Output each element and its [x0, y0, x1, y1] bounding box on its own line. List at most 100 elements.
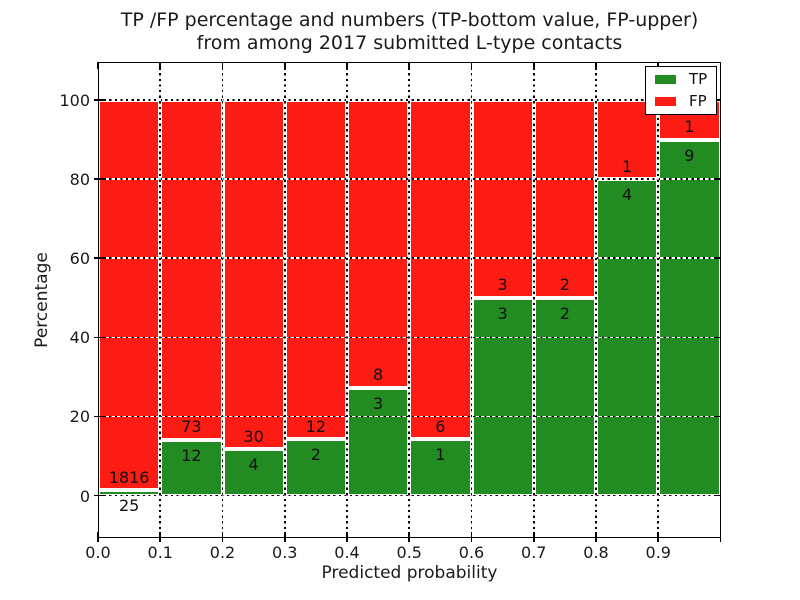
- x-tick-mark-top: [595, 62, 597, 69]
- bar-tp-segment: [471, 297, 534, 496]
- tp-count-label: 12: [181, 445, 202, 465]
- chart-title-line2: from among 2017 submitted L-type contact…: [196, 32, 623, 54]
- x-tick-mark-top: [159, 62, 162, 69]
- bar-fp-segment: [347, 99, 410, 388]
- bar-tp-segment: [98, 490, 161, 496]
- legend-row-tp: TP: [655, 72, 707, 87]
- x-tick-mark-top: [221, 62, 224, 69]
- gridline-v: [408, 62, 411, 538]
- y-tick-mark-right: [714, 494, 721, 497]
- x-tick-mark: [97, 531, 99, 542]
- y-tick-mark: [93, 257, 104, 259]
- bar-fp-segment: [409, 99, 472, 440]
- x-tick-mark-top: [657, 62, 660, 69]
- x-axis-label: Predicted probability: [321, 563, 498, 583]
- bar-fp-segment: [284, 99, 347, 440]
- x-tick-mark-top: [719, 62, 722, 69]
- fp-count-label: 1816: [108, 467, 150, 487]
- fp-count-label: 30: [243, 426, 264, 446]
- x-tick-mark: [719, 531, 722, 542]
- x-tick-mark: [595, 531, 597, 542]
- gridline-v: [221, 62, 224, 538]
- bar-tp-segment: [658, 139, 721, 496]
- y-tick-label: 100: [59, 90, 90, 110]
- bar-fp-segment: [533, 99, 596, 298]
- tp-count-label: 2: [559, 303, 570, 323]
- bar-fp-segment: [222, 99, 285, 450]
- gridline-v: [470, 62, 473, 538]
- legend: TP FP: [645, 66, 718, 115]
- gridline-v: [283, 62, 286, 538]
- bar-tp-segment: [160, 439, 223, 496]
- bar-tp-segment: [222, 449, 285, 496]
- x-tick-mark-top: [470, 62, 473, 69]
- bar-tp-segment: [284, 439, 347, 496]
- bar-fp-segment: [471, 99, 534, 298]
- x-tick-label: 0.2: [209, 543, 236, 562]
- x-tick-mark: [657, 531, 660, 542]
- fp-count-label: 1: [684, 117, 695, 137]
- y-tick-mark: [93, 99, 104, 101]
- x-tick-mark-top: [408, 62, 411, 69]
- x-tick-label: 0.1: [147, 543, 173, 562]
- legend-row-fp: FP: [655, 94, 707, 109]
- y-tick-label: 60: [69, 249, 90, 269]
- y-tick-mark: [93, 336, 104, 339]
- fp-count-label: 3: [497, 275, 508, 295]
- y-tick-mark: [93, 494, 104, 497]
- x-tick-mark: [470, 531, 473, 542]
- x-tick-mark: [221, 531, 224, 542]
- gridline-v: [657, 62, 660, 538]
- bar-fp-segment: [596, 99, 659, 180]
- tp-count-label: 1: [435, 445, 446, 465]
- bar-fp-segment: [160, 99, 223, 440]
- tp-count-label: 9: [684, 145, 695, 165]
- tp-count-label: 2: [310, 445, 321, 465]
- y-tick-mark: [93, 178, 104, 180]
- x-tick-mark: [532, 531, 535, 542]
- x-tick-label: 0.5: [396, 543, 422, 562]
- fp-count-label: 2: [559, 275, 570, 295]
- gridline-v: [346, 62, 348, 538]
- y-tick-label: 80: [69, 170, 90, 190]
- x-tick-mark-top: [97, 62, 99, 69]
- fp-count-label: 6: [435, 416, 446, 436]
- bar-tp-segment: [347, 387, 410, 496]
- bar-tp-segment: [533, 297, 596, 496]
- y-tick-mark: [93, 415, 104, 418]
- y-tick-mark-right: [714, 99, 721, 101]
- x-tick-label: 0.3: [272, 543, 298, 562]
- y-tick-label: 40: [69, 328, 90, 348]
- bar-tp-segment: [409, 439, 472, 496]
- tp-count-label: 25: [118, 496, 140, 516]
- y-tick-mark-right: [714, 178, 721, 180]
- legend-swatch-fp: [655, 97, 676, 106]
- x-tick-label: 0.8: [583, 543, 609, 562]
- x-tick-mark-top: [283, 62, 286, 69]
- tp-count-label: 4: [622, 185, 633, 205]
- y-tick-mark-right: [714, 257, 721, 259]
- y-tick-label: 0: [79, 486, 90, 506]
- chart-title-line1: TP /FP percentage and numbers (TP-bottom…: [120, 9, 699, 31]
- fp-count-label: 73: [181, 417, 202, 437]
- legend-swatch-tp: [655, 75, 676, 84]
- x-tick-label: 0.6: [458, 543, 485, 562]
- x-tick-mark: [159, 531, 162, 542]
- gridline-v: [595, 62, 597, 538]
- y-tick-label: 20: [69, 407, 90, 427]
- fp-count-label: 12: [305, 416, 327, 436]
- x-tick-label: 0.9: [645, 543, 671, 562]
- legend-label-tp: TP: [689, 70, 708, 88]
- tp-count-label: 4: [248, 455, 259, 475]
- x-tick-mark: [283, 531, 286, 542]
- y-tick-mark-right: [714, 336, 721, 339]
- x-tick-mark: [408, 531, 411, 542]
- fp-count-label: 1: [622, 156, 633, 176]
- x-tick-label: 0.7: [521, 543, 547, 562]
- x-tick-mark: [346, 531, 348, 542]
- tp-count-label: 3: [497, 303, 508, 323]
- gridline-v: [532, 62, 535, 538]
- gridline-v: [159, 62, 162, 538]
- tp-count-label: 3: [373, 393, 384, 413]
